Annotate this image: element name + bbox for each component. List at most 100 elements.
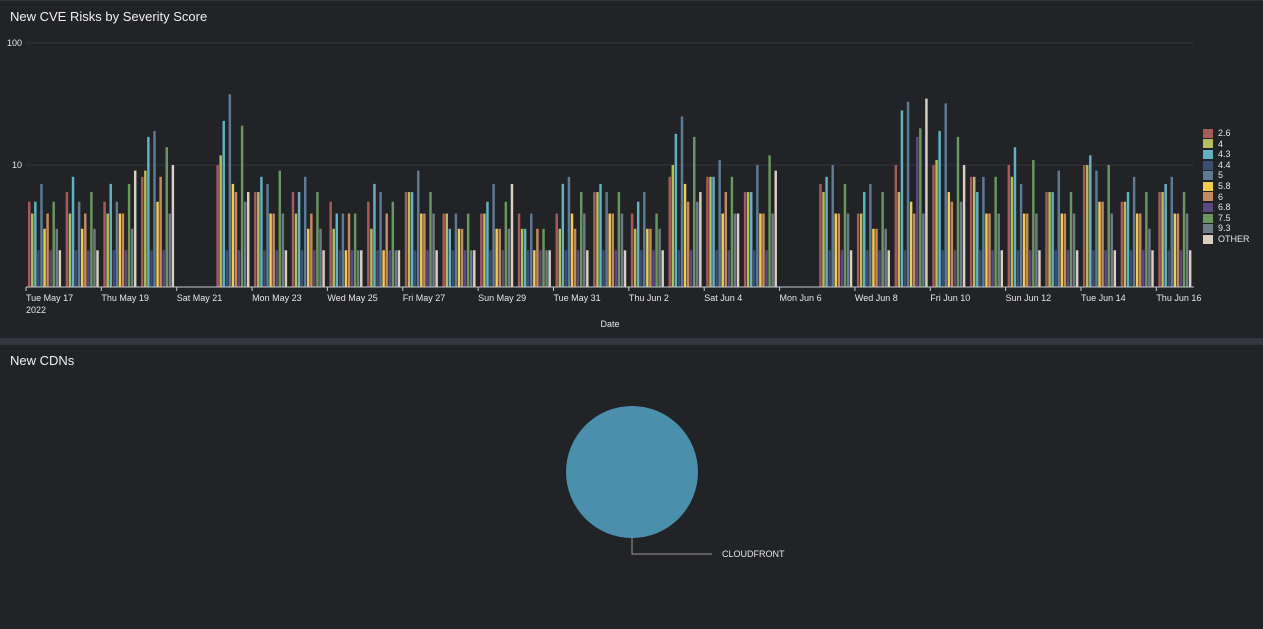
- bar[interactable]: [843, 183, 847, 287]
- bar[interactable]: [144, 170, 147, 287]
- bar[interactable]: [1161, 192, 1164, 287]
- bar[interactable]: [608, 213, 611, 287]
- bar[interactable]: [1142, 250, 1145, 287]
- bar[interactable]: [712, 176, 715, 287]
- bar[interactable]: [130, 228, 134, 287]
- bar[interactable]: [819, 183, 822, 287]
- bar[interactable]: [115, 201, 119, 287]
- bar[interactable]: [1145, 192, 1148, 287]
- bar[interactable]: [124, 250, 128, 287]
- bar[interactable]: [730, 176, 734, 287]
- bar[interactable]: [1016, 250, 1020, 287]
- bar[interactable]: [922, 213, 925, 287]
- bar[interactable]: [147, 136, 150, 287]
- bar[interactable]: [435, 250, 438, 287]
- bar[interactable]: [1188, 250, 1192, 287]
- bar[interactable]: [652, 250, 655, 287]
- bar[interactable]: [1126, 192, 1130, 287]
- bar[interactable]: [150, 250, 153, 287]
- bar[interactable]: [555, 213, 558, 287]
- bar[interactable]: [655, 213, 658, 287]
- bar[interactable]: [338, 250, 342, 287]
- bar[interactable]: [1057, 170, 1060, 287]
- bar[interactable]: [310, 213, 313, 287]
- bar[interactable]: [1135, 213, 1139, 287]
- bar[interactable]: [623, 250, 627, 287]
- bar[interactable]: [159, 176, 162, 287]
- bar[interactable]: [649, 228, 652, 287]
- bar[interactable]: [1007, 165, 1011, 287]
- bar[interactable]: [526, 250, 530, 287]
- bar[interactable]: [765, 250, 768, 287]
- bar[interactable]: [263, 250, 266, 287]
- bar[interactable]: [291, 192, 295, 287]
- bar[interactable]: [706, 176, 709, 287]
- legend-item[interactable]: 5: [1203, 170, 1250, 181]
- bar[interactable]: [1000, 250, 1004, 287]
- bar[interactable]: [341, 213, 345, 287]
- bar[interactable]: [272, 213, 275, 287]
- bar[interactable]: [976, 192, 979, 287]
- bar[interactable]: [454, 213, 458, 287]
- bar[interactable]: [774, 170, 777, 287]
- bar[interactable]: [1179, 250, 1183, 287]
- bar[interactable]: [620, 213, 624, 287]
- bar[interactable]: [583, 213, 586, 287]
- bar[interactable]: [1164, 183, 1167, 287]
- bar[interactable]: [303, 176, 307, 287]
- bar[interactable]: [49, 250, 52, 287]
- bar[interactable]: [991, 250, 994, 287]
- bar[interactable]: [40, 183, 43, 287]
- bar[interactable]: [693, 136, 696, 287]
- bar[interactable]: [962, 165, 966, 287]
- bar[interactable]: [1029, 250, 1032, 287]
- bar[interactable]: [1098, 201, 1101, 287]
- bar[interactable]: [112, 250, 115, 287]
- bar[interactable]: [77, 201, 81, 287]
- legend-item[interactable]: 7.5: [1203, 213, 1250, 224]
- bar[interactable]: [1129, 250, 1133, 287]
- bar[interactable]: [1048, 192, 1051, 287]
- bar[interactable]: [413, 250, 417, 287]
- bar[interactable]: [646, 228, 649, 287]
- bar[interactable]: [316, 192, 319, 287]
- bar[interactable]: [614, 250, 618, 287]
- bar[interactable]: [501, 250, 505, 287]
- bar[interactable]: [897, 192, 901, 287]
- bar[interactable]: [171, 165, 175, 287]
- bar[interactable]: [322, 250, 325, 287]
- bar[interactable]: [1176, 213, 1180, 287]
- bar[interactable]: [849, 250, 853, 287]
- bar[interactable]: [1013, 147, 1017, 287]
- bar[interactable]: [350, 250, 354, 287]
- bar[interactable]: [1022, 213, 1026, 287]
- bar[interactable]: [834, 213, 837, 287]
- bar[interactable]: [564, 250, 568, 287]
- bar[interactable]: [884, 228, 887, 287]
- bar[interactable]: [941, 250, 944, 287]
- bar[interactable]: [1092, 250, 1095, 287]
- bar[interactable]: [480, 213, 483, 287]
- bar[interactable]: [680, 116, 684, 287]
- bar[interactable]: [347, 213, 351, 287]
- bar[interactable]: [281, 213, 285, 287]
- bar[interactable]: [225, 250, 229, 287]
- bar[interactable]: [31, 213, 34, 287]
- bar[interactable]: [96, 250, 99, 287]
- bar[interactable]: [307, 228, 310, 287]
- bar[interactable]: [837, 213, 841, 287]
- legend-item[interactable]: 5.8: [1203, 181, 1250, 192]
- bar[interactable]: [831, 165, 834, 287]
- bar[interactable]: [753, 250, 756, 287]
- bar[interactable]: [80, 228, 84, 287]
- bar[interactable]: [37, 250, 40, 287]
- bar[interactable]: [909, 201, 913, 287]
- bar[interactable]: [294, 213, 298, 287]
- bar[interactable]: [863, 192, 866, 287]
- bar[interactable]: [243, 201, 247, 287]
- bar[interactable]: [746, 192, 750, 287]
- bar[interactable]: [284, 250, 288, 287]
- bar[interactable]: [257, 192, 260, 287]
- bar[interactable]: [956, 136, 960, 287]
- bar[interactable]: [495, 228, 498, 287]
